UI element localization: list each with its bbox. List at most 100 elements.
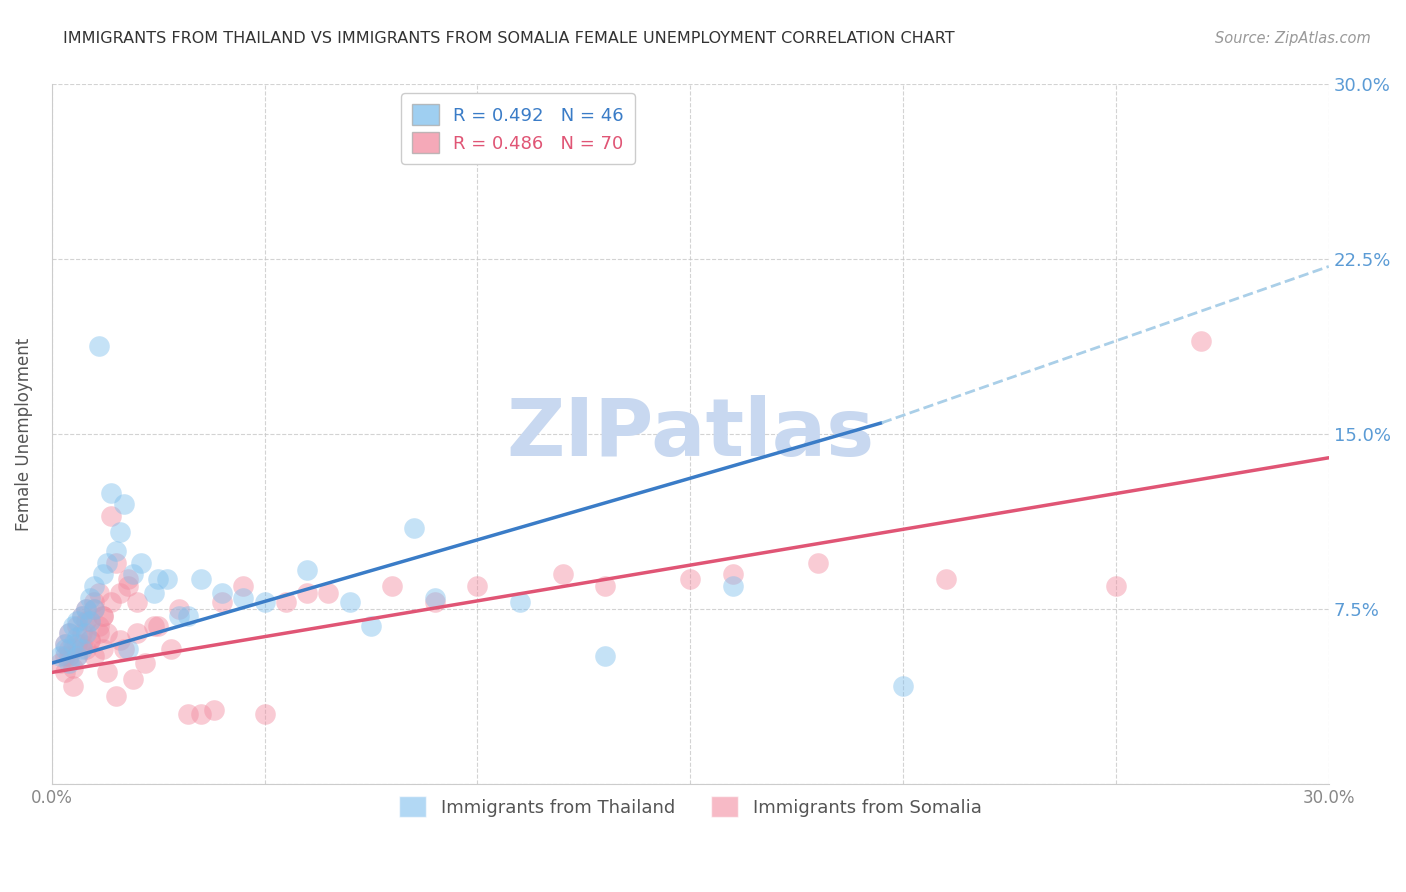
Point: [274, 595, 297, 609]
Point: [83, 602, 105, 616]
Point: [190, 572, 212, 586]
Point: [125, 625, 148, 640]
Point: [117, 579, 139, 593]
Point: [108, 525, 131, 540]
Point: [169, 609, 191, 624]
Point: [295, 586, 318, 600]
Point: [96, 625, 118, 640]
Point: [146, 619, 169, 633]
Point: [91, 567, 114, 582]
Point: [87, 339, 110, 353]
Point: [108, 586, 131, 600]
Point: [62, 637, 84, 651]
Y-axis label: Female Unemployment: Female Unemployment: [15, 338, 32, 531]
Point: [66, 637, 89, 651]
Point: [79, 614, 101, 628]
Point: [100, 485, 122, 500]
Point: [202, 703, 225, 717]
Point: [83, 602, 105, 616]
Point: [318, 586, 340, 600]
Point: [70, 625, 93, 640]
Point: [53, 665, 76, 680]
Point: [134, 656, 156, 670]
Point: [79, 632, 101, 647]
Point: [62, 642, 84, 657]
Point: [66, 614, 89, 628]
Point: [83, 649, 105, 664]
Point: [58, 649, 80, 664]
Point: [125, 595, 148, 609]
Point: [108, 632, 131, 647]
Point: [79, 614, 101, 628]
Point: [121, 567, 143, 582]
Point: [70, 609, 93, 624]
Point: [75, 602, 97, 616]
Point: [253, 707, 276, 722]
Point: [75, 602, 97, 616]
Point: [87, 625, 110, 640]
Point: [53, 637, 76, 651]
Point: [679, 572, 702, 586]
Point: [112, 498, 135, 512]
Text: IMMIGRANTS FROM THAILAND VS IMMIGRANTS FROM SOMALIA FEMALE UNEMPLOYMENT CORRELAT: IMMIGRANTS FROM THAILAND VS IMMIGRANTS F…: [63, 31, 955, 46]
Point: [70, 637, 93, 651]
Point: [91, 609, 114, 624]
Point: [112, 642, 135, 657]
Point: [53, 637, 76, 651]
Point: [66, 649, 89, 664]
Point: [551, 567, 574, 582]
Point: [58, 625, 80, 640]
Point: [253, 595, 276, 609]
Point: [295, 563, 318, 577]
Point: [721, 567, 744, 582]
Point: [177, 707, 200, 722]
Point: [83, 595, 105, 609]
Point: [96, 665, 118, 680]
Point: [339, 595, 361, 609]
Point: [58, 625, 80, 640]
Point: [142, 619, 165, 633]
Point: [169, 602, 191, 616]
Point: [721, 579, 744, 593]
Point: [104, 689, 127, 703]
Legend: Immigrants from Thailand, Immigrants from Somalia: Immigrants from Thailand, Immigrants fro…: [392, 789, 988, 824]
Point: [121, 673, 143, 687]
Point: [62, 619, 84, 633]
Point: [66, 649, 89, 664]
Point: [104, 556, 127, 570]
Point: [62, 661, 84, 675]
Point: [593, 649, 616, 664]
Point: [66, 631, 89, 645]
Point: [360, 619, 382, 633]
Point: [891, 680, 914, 694]
Text: ZIPatlas: ZIPatlas: [506, 395, 875, 474]
Point: [211, 586, 233, 600]
Point: [49, 656, 72, 670]
Point: [232, 591, 254, 605]
Point: [53, 649, 76, 664]
Point: [49, 649, 72, 664]
Point: [467, 579, 489, 593]
Point: [75, 625, 97, 640]
Point: [100, 509, 122, 524]
Text: Source: ZipAtlas.com: Source: ZipAtlas.com: [1215, 31, 1371, 46]
Point: [96, 556, 118, 570]
Point: [75, 614, 97, 628]
Point: [177, 609, 200, 624]
Point: [423, 595, 446, 609]
Point: [91, 642, 114, 657]
Point: [402, 521, 425, 535]
Point: [807, 556, 830, 570]
Point: [381, 579, 404, 593]
Point: [232, 579, 254, 593]
Point: [146, 572, 169, 586]
Point: [129, 556, 152, 570]
Point: [142, 586, 165, 600]
Point: [211, 595, 233, 609]
Point: [62, 680, 84, 694]
Point: [79, 591, 101, 605]
Point: [593, 579, 616, 593]
Point: [100, 595, 122, 609]
Point: [79, 632, 101, 647]
Point: [117, 572, 139, 586]
